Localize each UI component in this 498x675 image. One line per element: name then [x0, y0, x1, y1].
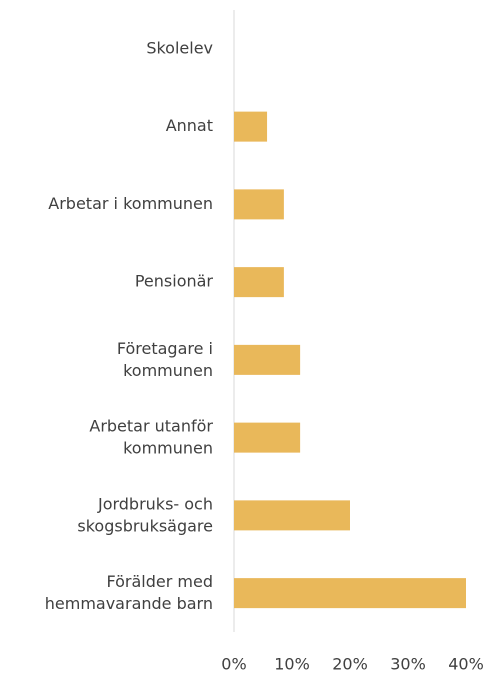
bar — [234, 189, 284, 220]
x-tick-label: 20% — [332, 655, 368, 674]
y-tick-label: Företagare i kommunen — [117, 338, 213, 379]
y-tick-label: Jordbruks- och skogsbruksägare — [77, 494, 213, 535]
y-tick-label: Annat — [166, 116, 213, 135]
x-tick-label: 10% — [274, 655, 310, 674]
y-tick-label: Pensionär — [135, 272, 214, 291]
bar — [234, 578, 466, 609]
y-tick-label: Arbetar utanför kommunen — [89, 416, 213, 457]
y-tick-label: Skolelev — [146, 38, 213, 57]
y-tick-label: Förälder med hemmavarande barn — [45, 572, 213, 613]
bar — [234, 344, 301, 375]
bar — [234, 267, 284, 298]
bar — [234, 500, 350, 531]
y-tick-label: Arbetar i kommunen — [48, 194, 213, 213]
x-tick-label: 0% — [221, 655, 246, 674]
x-tick-label: 30% — [390, 655, 426, 674]
bar — [234, 111, 268, 142]
bar — [234, 422, 301, 453]
x-tick-label: 40% — [448, 655, 484, 674]
